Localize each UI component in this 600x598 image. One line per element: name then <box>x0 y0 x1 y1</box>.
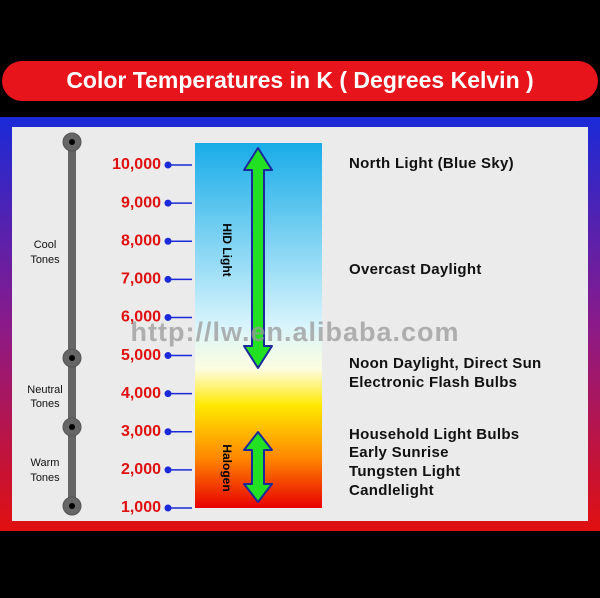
tone-label: Warm <box>31 457 60 469</box>
scale-label: 8,000 <box>121 232 161 249</box>
scale-dot <box>164 237 172 245</box>
description: Overcast Daylight <box>349 261 482 278</box>
tone-label: Cool <box>34 239 57 251</box>
title: Color Temperatures in K ( Degrees Kelvin… <box>66 67 533 93</box>
title-banner <box>2 61 598 101</box>
description: Candlelight <box>349 482 434 499</box>
scale-label: 10,000 <box>112 156 161 173</box>
scale-label: 9,000 <box>121 194 161 211</box>
scale-label: 2,000 <box>121 461 161 478</box>
description: Early Sunrise <box>349 444 449 461</box>
scale-dot <box>164 275 172 283</box>
band-label: Halogen <box>220 444 234 491</box>
scale-dot <box>164 390 172 398</box>
scale-dot <box>164 466 172 474</box>
description: Tungsten Light <box>349 463 460 480</box>
scale-label: 5,000 <box>121 347 161 364</box>
scale-label: 3,000 <box>121 423 161 440</box>
scale-dot <box>164 352 172 360</box>
band-label: HID Light <box>220 223 234 276</box>
tone-label: Tones <box>30 254 60 266</box>
tone-label: Tones <box>30 398 60 410</box>
scale-dot <box>164 199 172 207</box>
band-arrows <box>243 147 273 503</box>
description: Noon Daylight, Direct Sun <box>349 355 542 372</box>
tone-label: Neutral <box>27 384 62 396</box>
scale-dot <box>164 161 172 169</box>
scale-dot <box>164 428 172 436</box>
scale-label: 4,000 <box>121 385 161 402</box>
watermark: http://lw.en.alibaba.com <box>130 317 459 347</box>
scale-label: 7,000 <box>121 271 161 288</box>
scale-dot <box>164 313 172 321</box>
scale-dot <box>164 504 172 512</box>
scale-label: 1,000 <box>121 499 161 516</box>
description: Household Light Bulbs <box>349 426 519 443</box>
scale: 10,000 9,000 8,000 7,000 6,000 5,000 4,000 3,00… <box>112 156 192 516</box>
scale-label: 6,000 <box>121 309 161 326</box>
tone-label: Tones <box>30 472 60 484</box>
description: North Light (Blue Sky) <box>349 155 514 172</box>
description: Electronic Flash Bulbs <box>349 374 517 391</box>
